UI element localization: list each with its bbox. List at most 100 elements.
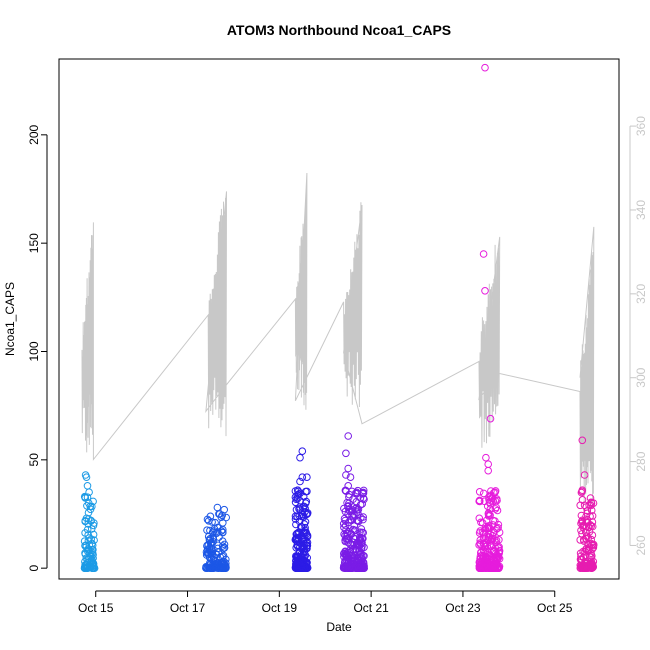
data-point-outlier bbox=[346, 473, 355, 482]
points-layer bbox=[80, 63, 598, 573]
data-point-outlier bbox=[486, 414, 495, 423]
data-point bbox=[477, 564, 485, 572]
data-point bbox=[341, 564, 350, 573]
data-point bbox=[588, 545, 597, 553]
data-point-outlier bbox=[220, 505, 228, 514]
data-point bbox=[84, 531, 92, 539]
x-axis-label: Date bbox=[326, 620, 352, 634]
data-point-outlier bbox=[296, 453, 304, 462]
data-point bbox=[581, 557, 590, 566]
chart-title: ATOM3 Northbound Ncoa1_CAPS bbox=[227, 22, 451, 38]
data-point bbox=[582, 512, 590, 521]
data-point bbox=[359, 558, 368, 567]
data-point bbox=[356, 553, 364, 561]
data-point-outlier bbox=[293, 486, 302, 495]
data-point bbox=[208, 528, 217, 537]
data-point bbox=[292, 556, 300, 565]
data-point bbox=[483, 547, 492, 555]
x-tick-label: Oct 25 bbox=[537, 601, 573, 615]
data-point bbox=[208, 518, 216, 526]
data-point bbox=[80, 563, 89, 572]
data-point bbox=[214, 559, 222, 567]
x-tick-label: Oct 19 bbox=[262, 601, 298, 615]
data-point bbox=[218, 528, 227, 537]
data-point bbox=[475, 497, 484, 506]
data-point bbox=[206, 563, 215, 572]
data-point bbox=[495, 528, 504, 537]
data-point bbox=[489, 560, 497, 568]
data-point bbox=[588, 518, 597, 526]
data-point-outlier bbox=[585, 501, 594, 510]
data-point bbox=[349, 512, 358, 521]
data-point bbox=[202, 548, 211, 556]
data-point-outlier bbox=[484, 460, 493, 469]
data-point-outlier bbox=[82, 514, 91, 523]
data-point bbox=[349, 538, 357, 547]
data-point bbox=[294, 487, 303, 496]
data-point bbox=[339, 520, 348, 528]
x-tick-label: Oct 17 bbox=[170, 601, 206, 615]
data-point bbox=[491, 487, 500, 495]
data-point bbox=[586, 494, 595, 502]
data-point bbox=[222, 513, 230, 522]
data-point-outlier bbox=[215, 510, 224, 518]
y2-tick-label: 340 bbox=[634, 200, 648, 220]
data-point bbox=[355, 547, 364, 556]
data-point bbox=[479, 552, 488, 561]
data-point bbox=[218, 542, 227, 550]
data-point bbox=[359, 515, 367, 524]
data-point-outlier bbox=[481, 63, 489, 72]
y2-tick-label: 320 bbox=[634, 283, 648, 303]
data-point bbox=[588, 563, 597, 571]
data-point bbox=[89, 521, 98, 530]
data-point-outlier bbox=[479, 250, 488, 258]
data-point-outlier bbox=[578, 518, 587, 527]
data-point bbox=[207, 539, 216, 547]
data-point bbox=[495, 543, 503, 551]
x-axis: Oct 15 Oct 17 Oct 19 Oct 21 Oct 23 Oct 25 bbox=[78, 590, 573, 615]
data-point bbox=[488, 564, 496, 572]
data-point bbox=[345, 564, 354, 572]
data-point bbox=[350, 521, 359, 530]
series-1 bbox=[80, 471, 99, 573]
y-tick-label: 100 bbox=[27, 341, 41, 361]
data-point bbox=[493, 506, 502, 515]
data-point bbox=[588, 531, 597, 540]
data-point bbox=[293, 534, 301, 542]
data-point bbox=[214, 544, 222, 553]
data-point bbox=[340, 504, 348, 513]
data-point-outlier bbox=[83, 482, 92, 490]
data-point bbox=[293, 541, 302, 550]
data-point bbox=[342, 563, 351, 572]
x-tick-label: Oct 23 bbox=[445, 601, 481, 615]
data-point bbox=[81, 541, 89, 550]
series-3 bbox=[291, 447, 312, 573]
data-point bbox=[301, 499, 310, 508]
data-point-outlier bbox=[580, 501, 589, 510]
y-tick-label: 200 bbox=[27, 124, 41, 144]
data-point bbox=[215, 533, 223, 541]
data-point bbox=[495, 536, 503, 544]
data-point bbox=[484, 548, 493, 557]
data-point bbox=[359, 494, 368, 502]
data-point-outlier bbox=[580, 471, 589, 479]
data-point bbox=[587, 522, 596, 530]
data-point-outlier bbox=[303, 473, 311, 482]
secondary-series-line bbox=[81, 172, 595, 503]
data-point bbox=[292, 495, 301, 504]
data-point bbox=[343, 532, 351, 541]
data-point bbox=[219, 519, 227, 527]
data-point bbox=[359, 486, 368, 495]
data-point-outlier bbox=[344, 432, 353, 440]
data-point bbox=[301, 508, 309, 516]
series-5 bbox=[475, 63, 504, 573]
data-point bbox=[341, 536, 349, 545]
data-point bbox=[476, 539, 485, 547]
y2-tick-label: 300 bbox=[634, 367, 648, 387]
data-point bbox=[301, 518, 310, 526]
data-point bbox=[579, 563, 588, 571]
data-point-outlier bbox=[298, 473, 307, 482]
data-point bbox=[475, 514, 484, 523]
data-point bbox=[475, 558, 484, 567]
data-point bbox=[491, 544, 500, 552]
